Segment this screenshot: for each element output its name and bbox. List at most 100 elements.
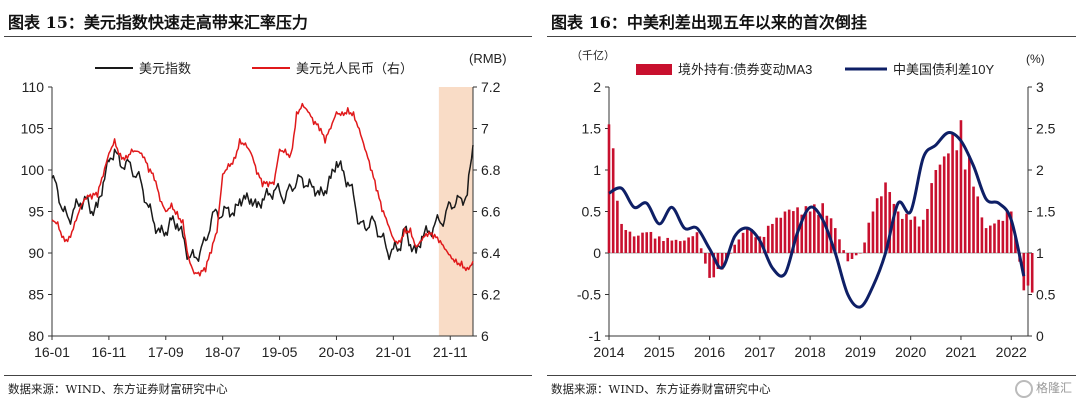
bar	[947, 153, 950, 253]
bar	[611, 148, 615, 253]
y-tick-label-right: 0.5	[1036, 287, 1056, 303]
y-tick-label-right: 1.5	[1036, 204, 1056, 220]
y-tick-label-left: 105	[21, 121, 45, 137]
bar	[775, 217, 778, 253]
bar	[733, 244, 736, 253]
bar	[708, 253, 711, 278]
bar	[645, 232, 649, 253]
bar	[808, 211, 812, 253]
figure-title: 图表 15：美元指数快速走高带来汇率压力	[8, 13, 308, 32]
bar	[997, 219, 1000, 253]
bar	[905, 213, 908, 253]
bar	[942, 156, 946, 253]
bar	[850, 253, 854, 259]
x-tick-label: 2018	[795, 344, 826, 360]
legend-label: 中美国债利差10Y	[893, 62, 994, 77]
bar	[909, 219, 912, 253]
bar	[750, 229, 753, 253]
y-tick-label-right: 6.4	[481, 245, 501, 261]
y-tick-label-left: 95	[28, 204, 44, 220]
x-tick-label: 2019	[845, 344, 876, 360]
y-tick-label-left: 110	[22, 79, 45, 95]
bar	[976, 196, 980, 253]
bar	[880, 196, 883, 253]
y-tick-label-right: 3	[1036, 79, 1044, 95]
bar	[754, 237, 757, 253]
y-tick-label-left: 0	[593, 245, 601, 261]
figure-16: 图表 16：中美利差出现五年以来的首次倒挂 -1 -0.5 0 0.5 1 1.5 2 0 0.…	[543, 0, 1080, 407]
bar	[695, 232, 699, 253]
bar	[800, 214, 804, 253]
bar	[792, 211, 795, 253]
x-tick-label: 21-01	[375, 344, 411, 360]
y-tick-label-left: 85	[28, 287, 44, 303]
watermark: 格隆汇	[1014, 379, 1072, 398]
bar	[917, 226, 921, 253]
bar	[963, 169, 967, 253]
highlight-band	[438, 87, 473, 336]
bar	[968, 155, 971, 253]
bar	[616, 200, 619, 253]
bar	[842, 250, 845, 253]
bar	[896, 211, 900, 253]
y-tick-label-left: 100	[21, 162, 45, 178]
x-tick-label: 21-11	[433, 344, 468, 360]
watermark-logo-icon	[1014, 379, 1033, 398]
series-line	[51, 102, 474, 277]
bar	[884, 182, 887, 253]
bar	[825, 215, 829, 253]
bar	[729, 253, 732, 254]
bar	[829, 218, 833, 253]
series-line	[608, 131, 1026, 309]
bar	[787, 209, 791, 253]
bar	[637, 235, 640, 253]
x-tick-label: 17-09	[148, 344, 184, 360]
bar	[620, 223, 623, 253]
bar	[687, 237, 690, 253]
bar	[720, 253, 724, 270]
x-tick-label: 16-01	[34, 344, 70, 360]
bar	[838, 239, 841, 253]
y-tick-label-left: -1	[589, 328, 602, 344]
y-tick-label-left: 90	[28, 245, 44, 261]
bar	[716, 253, 720, 269]
bar	[934, 170, 938, 253]
x-tick-label: 16-11	[92, 344, 127, 360]
bar	[1001, 220, 1005, 253]
bar	[833, 228, 837, 253]
bar	[892, 203, 896, 253]
bar	[779, 217, 783, 253]
bar	[817, 214, 820, 253]
bar	[745, 228, 749, 253]
bar	[821, 203, 824, 253]
bar	[653, 238, 657, 253]
title-rule	[547, 36, 1076, 37]
y-tick-label-left: 1.5	[582, 121, 602, 137]
bar	[766, 225, 770, 253]
bar	[628, 231, 632, 253]
bar	[657, 236, 661, 253]
bar	[741, 232, 745, 253]
y-tick-label-right: 6.6	[481, 204, 501, 220]
bar	[938, 164, 942, 253]
bar	[926, 208, 929, 253]
y-tick-label-right: 2	[1036, 162, 1044, 178]
y-tick-label-right: 0	[1036, 328, 1044, 344]
bar	[859, 253, 862, 254]
bar	[988, 225, 992, 253]
x-tick-label: 2022	[996, 344, 1027, 360]
bar	[758, 236, 762, 253]
bar	[1014, 236, 1017, 253]
bar	[683, 240, 686, 253]
bar	[704, 253, 707, 264]
bar	[863, 242, 866, 253]
bar	[955, 150, 959, 253]
bar	[712, 253, 716, 278]
bar	[846, 253, 850, 262]
bar	[1005, 210, 1009, 253]
bar	[624, 230, 628, 253]
y-tick-label-left: 0.5	[582, 204, 602, 220]
bar	[607, 124, 611, 253]
figure-title: 图表 16：中美利差出现五年以来的首次倒挂	[551, 13, 867, 32]
bar	[980, 217, 984, 253]
